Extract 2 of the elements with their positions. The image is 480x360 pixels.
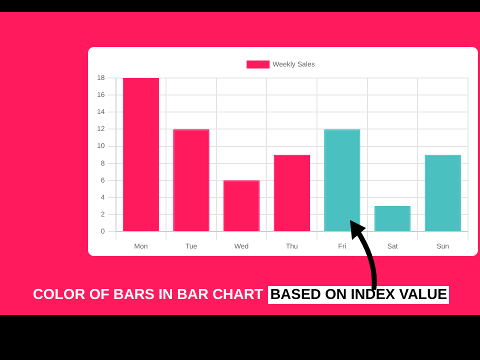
text: COLOR OF BARS IN BAR CHART	[32, 286, 264, 304]
text: BASED ON INDEX VALUE	[268, 286, 450, 304]
